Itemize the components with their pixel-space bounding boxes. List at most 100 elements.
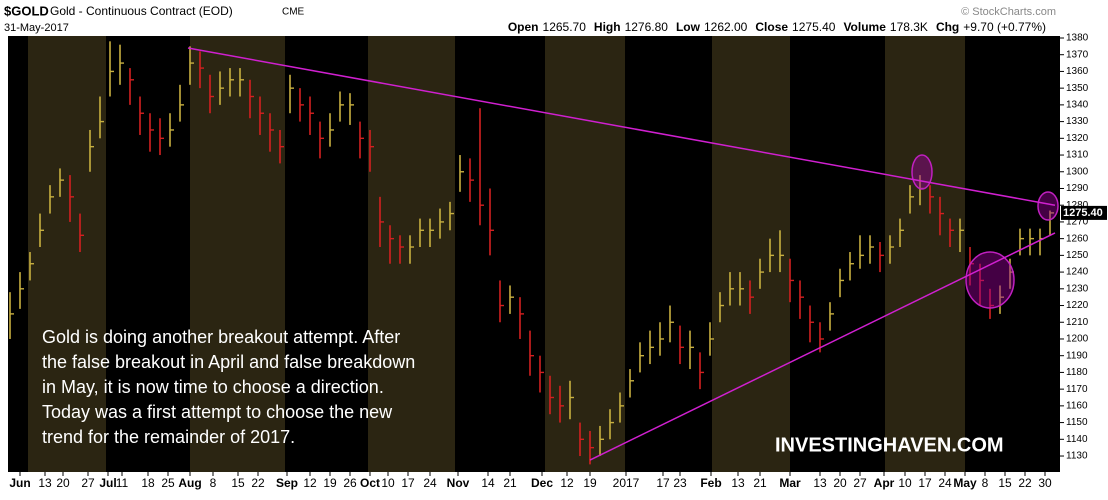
y-tick-label: 1300 bbox=[1066, 166, 1089, 177]
month-band bbox=[712, 36, 790, 472]
symbol: $GOLD bbox=[4, 3, 49, 18]
watermark: INVESTINGHAVEN.COM bbox=[775, 434, 1004, 456]
x-tick-label: Jun bbox=[9, 476, 30, 490]
y-tick-label: 1310 bbox=[1066, 150, 1089, 161]
x-tick-label: 10 bbox=[898, 476, 912, 490]
x-tick-label: 27 bbox=[853, 476, 867, 490]
y-tick-label: 1230 bbox=[1066, 283, 1089, 294]
x-tick-label: 27 bbox=[81, 476, 95, 490]
x-tick-label: Feb bbox=[700, 476, 721, 490]
x-tick-label: 17 bbox=[656, 476, 670, 490]
exchange: CME bbox=[282, 7, 305, 18]
highlight-circle bbox=[1037, 191, 1059, 221]
stat-label: Low bbox=[676, 20, 701, 34]
stat-value: +9.70 (+0.77%) bbox=[963, 20, 1046, 34]
x-tick-label: Jul bbox=[99, 476, 116, 490]
last-price-label: 1275.40 bbox=[1063, 207, 1103, 219]
x-tick-label: 20 bbox=[833, 476, 847, 490]
y-tick-label: 1360 bbox=[1066, 66, 1089, 77]
x-tick-label: 14 bbox=[481, 476, 495, 490]
stat-value: 1265.70 bbox=[543, 20, 587, 34]
date: 31-May-2017 bbox=[4, 22, 69, 34]
x-tick-label: Nov bbox=[447, 476, 470, 490]
y-tick-label: 1290 bbox=[1066, 183, 1089, 194]
x-tick-label: 30 bbox=[1038, 476, 1052, 490]
x-tick-label: 10 bbox=[381, 476, 395, 490]
stat-label: Close bbox=[755, 20, 788, 34]
x-tick-label: 21 bbox=[503, 476, 517, 490]
x-tick-label: Dec bbox=[531, 476, 553, 490]
x-tick-label: 8 bbox=[982, 476, 989, 490]
x-tick-label: 12 bbox=[303, 476, 317, 490]
x-tick-label: 13 bbox=[813, 476, 827, 490]
y-tick-label: 1190 bbox=[1066, 350, 1088, 361]
y-tick-label: 1160 bbox=[1066, 400, 1088, 411]
x-tick-label: 12 bbox=[560, 476, 574, 490]
x-tick-label: 13 bbox=[38, 476, 52, 490]
month-band bbox=[190, 36, 285, 472]
source: © StockCharts.com bbox=[961, 6, 1056, 18]
x-tick-label: 15 bbox=[231, 476, 245, 490]
highlight-circle bbox=[965, 251, 1015, 309]
y-tick-label: 1140 bbox=[1066, 434, 1088, 445]
highlight-circle bbox=[911, 154, 933, 190]
x-tick-label: 20 bbox=[56, 476, 70, 490]
y-tick-label: 1330 bbox=[1066, 116, 1089, 127]
x-tick-label: 17 bbox=[401, 476, 415, 490]
x-tick-label: Oct bbox=[360, 476, 380, 490]
x-tick-label: 22 bbox=[1018, 476, 1032, 490]
stat-label: Open bbox=[508, 20, 539, 34]
x-tick-label: 22 bbox=[251, 476, 265, 490]
bars bbox=[9, 41, 1054, 465]
instrument-name: Gold - Continuous Contract (EOD) bbox=[50, 4, 233, 18]
x-tick-label: 26 bbox=[343, 476, 357, 490]
x-tick-label: 2017 bbox=[613, 476, 640, 490]
overlay bbox=[187, 47, 1056, 461]
y-tick-label: 1380 bbox=[1066, 33, 1089, 44]
stats: Open 1265.70 High 1276.80 Low 1262.00 Close 127… bbox=[508, 20, 1046, 34]
x-tick-label: 24 bbox=[423, 476, 437, 490]
y-tick-label: 1350 bbox=[1066, 83, 1089, 94]
stat-value: 1276.80 bbox=[625, 20, 669, 34]
y-tick-label: 1130 bbox=[1066, 451, 1088, 462]
x-tick-label: 17 bbox=[918, 476, 932, 490]
x-tick-label: 19 bbox=[323, 476, 337, 490]
y-tick-label: 1280 bbox=[1066, 200, 1089, 211]
y-tick-label: 1370 bbox=[1066, 49, 1089, 60]
stat-value: 1262.00 bbox=[704, 20, 748, 34]
x-tick-label: 25 bbox=[161, 476, 175, 490]
trendline bbox=[589, 232, 1056, 461]
stat-label: Chg bbox=[936, 20, 959, 34]
annotation-line: in May, it is now time to choose a direc… bbox=[42, 377, 384, 397]
x-tick-label: 13 bbox=[731, 476, 745, 490]
y-tick-label: 1270 bbox=[1066, 217, 1089, 228]
stat-label: Volume bbox=[843, 20, 886, 34]
x-tick-label: 18 bbox=[141, 476, 155, 490]
x-tick-label: 8 bbox=[210, 476, 217, 490]
month-band bbox=[545, 36, 625, 472]
x-tick-label: Mar bbox=[779, 476, 801, 490]
last-price-box bbox=[1061, 205, 1107, 220]
y-tick-label: 1150 bbox=[1066, 417, 1088, 428]
plot-background bbox=[8, 36, 1060, 472]
x-tick-label: 21 bbox=[753, 476, 767, 490]
annotation-line: the false breakout in April and false br… bbox=[42, 352, 415, 372]
trendline bbox=[187, 47, 1056, 206]
annotation-line: Today was a first attempt to choose the … bbox=[42, 402, 393, 422]
y-tick-label: 1250 bbox=[1066, 250, 1089, 261]
y-tick-label: 1200 bbox=[1066, 334, 1089, 345]
month-band bbox=[885, 36, 965, 472]
y-tick-label: 1320 bbox=[1066, 133, 1089, 144]
y-tick-label: 1210 bbox=[1066, 317, 1089, 328]
x-tick-label: 24 bbox=[938, 476, 952, 490]
x-tick-label: 15 bbox=[998, 476, 1012, 490]
y-tick-label: 1340 bbox=[1066, 100, 1089, 111]
month-band bbox=[28, 36, 106, 472]
stat-value: 1275.40 bbox=[792, 20, 836, 34]
x-tick-label: Sep bbox=[276, 476, 298, 490]
month-band bbox=[368, 36, 455, 472]
y-tick-label: 1180 bbox=[1066, 367, 1088, 378]
x-tick-label: Apr bbox=[874, 476, 895, 490]
